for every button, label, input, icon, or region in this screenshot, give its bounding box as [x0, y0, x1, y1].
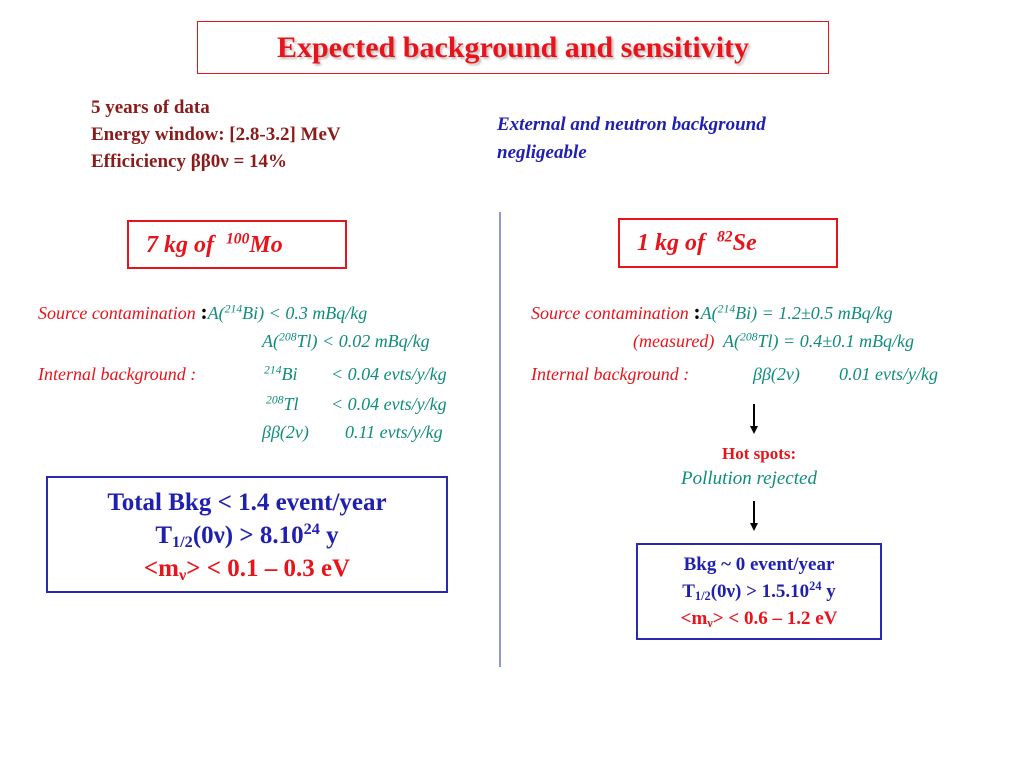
se-result-box: Bkg ~ 0 event/year T1/2(0ν) > 1.5.1024 y…	[636, 543, 882, 640]
mo-mass-label: 7 kg of	[146, 232, 214, 258]
column-divider	[499, 212, 501, 667]
info-line-years: 5 years of data	[91, 97, 210, 118]
mo-source-contamination-row: Source contamination :A(214Bi) < 0.3 mBq…	[38, 300, 367, 325]
mo-source-colon: :	[200, 299, 208, 324]
external-note-line1: External and neutron background	[497, 114, 766, 135]
se-source-label: Source contamination	[531, 303, 689, 323]
info-line-efficiency: Efficiciency ββ0ν = 14%	[91, 151, 288, 172]
info-line-energy-window: Energy window: [2.8-3.2] MeV	[91, 124, 341, 145]
se-source-box: 1 kg of 82Se	[618, 218, 838, 268]
external-note-line2: negligeable	[497, 142, 587, 163]
mo-internal-tl-isotope: 208Tl	[266, 393, 299, 414]
se-internal-label: Internal background :	[531, 364, 690, 384]
title-box: Expected background and sensitivity	[197, 21, 829, 74]
mo-internal-bi-value: < 0.04 evts/y/kg	[331, 364, 447, 384]
external-background-note: External and neutron background negligea…	[497, 111, 766, 167]
mo-internal-tl-value: < 0.04 evts/y/kg	[331, 394, 447, 414]
se-isotope-mass: 82	[717, 228, 733, 246]
se-neutrino-mass: <mν> < 0.6 – 1.2 eV	[680, 608, 838, 631]
mo-result-box: Total Bkg < 1.4 event/year T1/2(0ν) > 8.…	[46, 476, 448, 593]
arrow-down-icon	[750, 404, 758, 434]
page-title: Expected background and sensitivity	[276, 30, 750, 64]
mo-source-box: 7 kg of 100Mo	[127, 220, 347, 269]
hot-spots-label: Hot spots:	[722, 444, 797, 463]
se-source-contamination-row: Source contamination :A(214Bi) = 1.2±0.5…	[531, 300, 893, 325]
se-half-life: T1/2(0ν) > 1.5.1024 y	[682, 579, 836, 604]
arrow-down-icon	[750, 501, 758, 531]
mo-isotope: Mo	[249, 232, 283, 258]
se-isotope: Se	[732, 230, 757, 256]
mo-isotope-mass: 100	[226, 230, 250, 248]
mo-activity-bi: A(214Bi) < 0.3 mBq/kg	[207, 302, 368, 323]
se-bkg: Bkg ~ 0 event/year	[683, 554, 835, 575]
mo-internal-label: Internal background :	[38, 364, 197, 384]
mo-internal-bb2v-value: 0.11 evts/y/kg	[345, 422, 443, 442]
se-internal-bb2v-value: 0.01 evts/y/kg	[839, 364, 938, 384]
mo-source-label: Source contamination	[38, 303, 196, 323]
data-conditions: 5 years of data Energy window: [2.8-3.2]…	[91, 94, 341, 175]
se-activity-tl: A(208Tl) = 0.4±0.1 mBq/kg	[723, 330, 915, 351]
mo-total-bkg: Total Bkg < 1.4 event/year	[107, 489, 387, 516]
se-activity-tl-row: (measured) A(208Tl) = 0.4±0.1 mBq/kg	[633, 329, 914, 353]
se-source-colon: :	[693, 299, 701, 324]
mo-half-life: T1/2(0ν) > 8.1024 y	[155, 520, 339, 552]
mo-internal-bb2v-label: ββ(2ν)	[262, 422, 309, 442]
se-mass-label: 1 kg of	[637, 230, 705, 256]
mo-activity-tl: A(208Tl) < 0.02 mBq/kg	[262, 330, 430, 351]
mo-internal-bi-isotope: 214Bi	[264, 363, 298, 384]
mo-neutrino-mass: <mν> < 0.1 – 0.3 eV	[143, 555, 351, 585]
pollution-rejected-label: Pollution rejected	[681, 468, 817, 489]
se-internal-bb2v-label: ββ(2ν)	[753, 364, 800, 384]
se-measured-label: (measured)	[633, 331, 715, 351]
se-activity-bi: A(214Bi) = 1.2±0.5 mBq/kg	[700, 302, 893, 323]
